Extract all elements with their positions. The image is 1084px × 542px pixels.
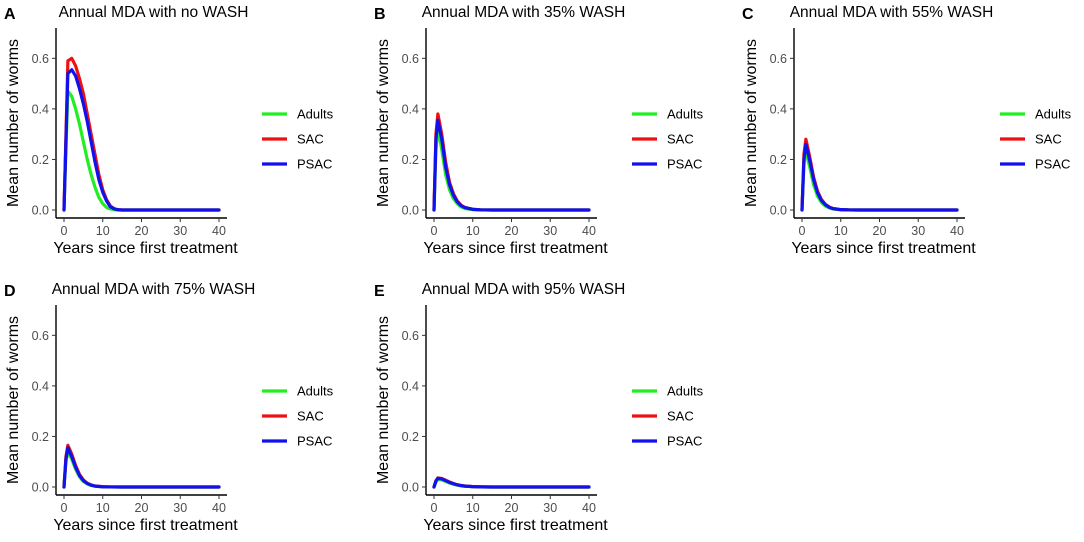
legend-label-psac: PSAC <box>297 157 332 172</box>
legend-label-psac: PSAC <box>667 434 702 449</box>
panel-b: B Annual MDA with 35% WASH 0.0 0.2 0.4 0.6 0 10… <box>374 4 704 257</box>
panel-tag: B <box>374 6 386 23</box>
x-tick-label: 40 <box>212 501 226 515</box>
series-line-sac <box>800 137 959 212</box>
x-tick-label: 40 <box>212 224 226 238</box>
series-line-psac <box>432 476 591 489</box>
x-tick-label: 0 <box>61 501 68 515</box>
legend-label-adults: Adults <box>297 107 334 122</box>
x-tick-label: 40 <box>582 224 596 238</box>
legend-label-psac: PSAC <box>297 434 332 449</box>
y-tick-label: 0.4 <box>402 102 419 116</box>
series-line-sac <box>432 112 591 212</box>
panel-title: Annual MDA with 35% WASH <box>422 4 626 21</box>
legend-label-adults: Adults <box>667 107 704 122</box>
y-tick-label: 0.6 <box>402 52 419 66</box>
y-tick-label: 0.6 <box>32 52 49 66</box>
series-line-adults <box>800 150 959 212</box>
x-tick-label: 0 <box>431 224 438 238</box>
x-tick-label: 20 <box>505 224 519 238</box>
legend-label-psac: PSAC <box>1035 157 1070 172</box>
x-axis-title: Years since first treatment <box>423 240 608 257</box>
y-axis-title: Mean number of worms <box>375 39 392 207</box>
panel-tag: A <box>4 6 16 23</box>
legend-label-sac: SAC <box>667 409 694 424</box>
x-tick-label: 0 <box>61 224 68 238</box>
x-tick-label: 30 <box>173 501 187 515</box>
x-tick-label: 20 <box>135 501 149 515</box>
legend-label-adults: Adults <box>297 384 334 399</box>
y-axis-title: Mean number of worms <box>743 39 760 207</box>
panel-a: A Annual MDA with no WASH 0.0 0.2 0.4 0.6 0 10 2… <box>4 4 334 257</box>
x-tick-label: 10 <box>466 501 480 515</box>
series-line-psac <box>62 446 221 489</box>
y-tick-label: 0.2 <box>32 430 49 444</box>
panel-title: Annual MDA with 55% WASH <box>790 4 994 21</box>
legend-label-sac: SAC <box>1035 132 1062 147</box>
x-tick-label: 20 <box>505 501 519 515</box>
legend-label-sac: SAC <box>667 132 694 147</box>
panel-title: Annual MDA with 95% WASH <box>422 281 626 298</box>
legend-label-psac: PSAC <box>667 157 702 172</box>
x-axis-title: Years since first treatment <box>53 240 238 257</box>
panel-d: D Annual MDA with 75% WASH 0.0 0.2 0.4 0.6 0 10… <box>4 281 334 534</box>
y-axis-title: Mean number of worms <box>5 316 22 484</box>
legend-label-sac: SAC <box>297 409 324 424</box>
panel-tag: C <box>742 6 754 23</box>
y-tick-label: 0.6 <box>402 329 419 343</box>
panel-title: Annual MDA with no WASH <box>59 4 249 21</box>
series-line-psac <box>62 68 221 212</box>
x-tick-label: 30 <box>543 224 557 238</box>
x-tick-label: 0 <box>431 501 438 515</box>
x-tick-label: 10 <box>96 501 110 515</box>
panel-e: E Annual MDA with 95% WASH 0.0 0.2 0.4 0.6 0 10… <box>374 281 704 534</box>
series-line-sac <box>62 56 221 212</box>
x-tick-label: 0 <box>799 224 806 238</box>
y-tick-label: 0.2 <box>32 153 49 167</box>
x-tick-label: 10 <box>466 224 480 238</box>
y-tick-label: 0.2 <box>402 430 419 444</box>
x-tick-label: 20 <box>135 224 149 238</box>
x-tick-label: 30 <box>173 224 187 238</box>
x-tick-label: 10 <box>834 224 848 238</box>
x-tick-label: 40 <box>950 224 964 238</box>
legend-label-adults: Adults <box>1035 107 1072 122</box>
panel-c: C Annual MDA with 55% WASH 0.0 0.2 0.4 0.6 0 10… <box>742 4 1072 257</box>
x-tick-label: 30 <box>543 501 557 515</box>
y-tick-label: 0.2 <box>402 153 419 167</box>
y-tick-label: 0.4 <box>32 379 49 393</box>
y-tick-label: 0.0 <box>32 481 49 495</box>
y-tick-label: 0.4 <box>402 379 419 393</box>
y-tick-label: 0.6 <box>32 329 49 343</box>
x-axis-title: Years since first treatment <box>791 240 976 257</box>
y-tick-label: 0.0 <box>402 481 419 495</box>
series-line-sac <box>62 443 221 489</box>
y-tick-label: 0.0 <box>402 204 419 218</box>
legend-label-sac: SAC <box>297 132 324 147</box>
legend-label-adults: Adults <box>667 384 704 399</box>
y-tick-label: 0.4 <box>32 102 49 116</box>
x-axis-title: Years since first treatment <box>53 517 238 534</box>
panel-tag: E <box>374 283 385 300</box>
y-tick-label: 0.0 <box>770 204 787 218</box>
series-line-psac <box>432 118 591 212</box>
y-tick-label: 0.0 <box>32 204 49 218</box>
y-tick-label: 0.2 <box>770 153 787 167</box>
x-tick-label: 40 <box>582 501 596 515</box>
x-tick-label: 30 <box>911 224 925 238</box>
panel-tag: D <box>4 283 16 300</box>
y-axis-title: Mean number of worms <box>5 39 22 207</box>
x-tick-label: 10 <box>96 224 110 238</box>
x-tick-label: 20 <box>873 224 887 238</box>
series-line-psac <box>800 142 959 212</box>
panel-title: Annual MDA with 75% WASH <box>52 281 256 298</box>
y-tick-label: 0.6 <box>770 52 787 66</box>
y-axis-title: Mean number of worms <box>375 316 392 484</box>
y-tick-label: 0.4 <box>770 102 787 116</box>
x-axis-title: Years since first treatment <box>423 517 608 534</box>
